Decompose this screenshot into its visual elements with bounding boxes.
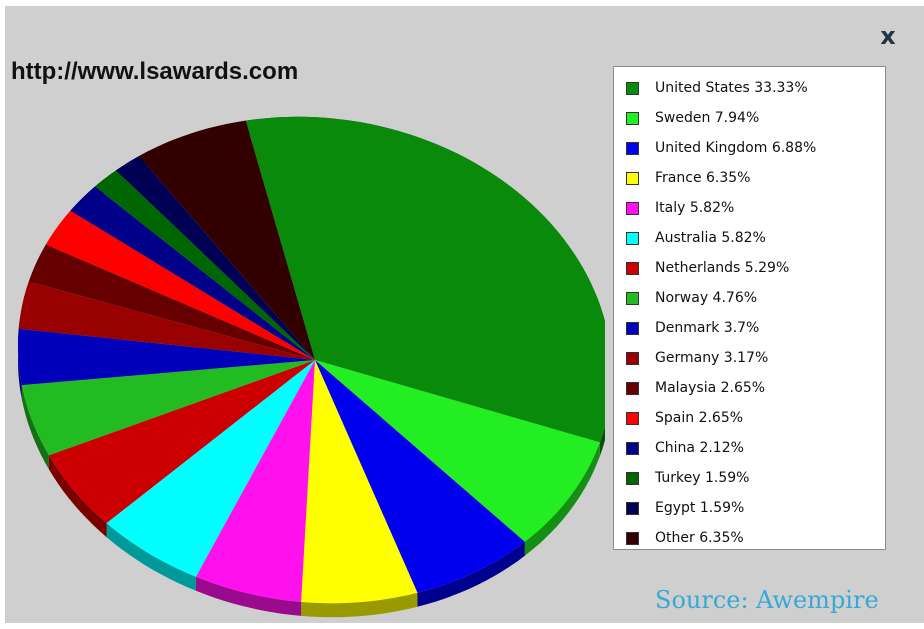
legend-item: Other 6.35% bbox=[614, 523, 885, 553]
pie-slice-netherlands bbox=[48, 360, 316, 524]
legend-item: Malaysia 2.65% bbox=[614, 373, 885, 403]
legend-label: Germany 3.17% bbox=[655, 350, 769, 366]
pie-slice-france bbox=[301, 360, 418, 604]
legend-label: Malaysia 2.65% bbox=[655, 380, 766, 396]
legend-swatch bbox=[626, 171, 639, 185]
legend-item: United Kingdom 6.88% bbox=[614, 133, 885, 163]
legend-swatch bbox=[626, 261, 639, 275]
legend-item: Denmark 3.7% bbox=[614, 313, 885, 343]
legend-swatch bbox=[626, 231, 639, 245]
legend-label: Denmark 3.7% bbox=[655, 320, 760, 336]
legend-swatch bbox=[626, 471, 639, 485]
source-text: Source: Awempire bbox=[655, 586, 879, 614]
pie-chart bbox=[18, 116, 605, 618]
pie-slice-united-kingdom bbox=[315, 360, 525, 593]
pie-slice-china bbox=[70, 186, 316, 360]
pie-slice-united-states bbox=[245, 116, 605, 443]
pie-slice-side-netherlands bbox=[48, 455, 107, 538]
legend-swatch bbox=[626, 81, 639, 95]
legend-item: Norway 4.76% bbox=[614, 283, 885, 313]
pie-slice-side-france bbox=[301, 592, 418, 618]
pie-slice-side-norway bbox=[21, 385, 49, 470]
pie-slice-side-sweden bbox=[524, 442, 600, 556]
legend-label: Netherlands 5.29% bbox=[655, 260, 790, 276]
legend-item: Turkey 1.59% bbox=[614, 463, 885, 493]
pie-slice-germany bbox=[18, 281, 315, 360]
legend-swatch bbox=[626, 111, 639, 125]
legend-swatch bbox=[626, 531, 639, 545]
legend-label: Other 6.35% bbox=[655, 530, 744, 546]
legend-swatch bbox=[626, 381, 639, 395]
legend-label: United States 33.33% bbox=[655, 80, 808, 96]
legend-item: United States 33.33% bbox=[614, 73, 885, 103]
chart-panel: x http://www.lsawards.com United States … bbox=[5, 6, 924, 623]
legend-label: Egypt 1.59% bbox=[655, 500, 745, 516]
pie-slice-australia bbox=[106, 360, 315, 577]
pie-slice-italy bbox=[195, 360, 315, 602]
legend-swatch bbox=[626, 441, 639, 455]
close-button[interactable]: x bbox=[880, 22, 896, 50]
legend-label: China 2.12% bbox=[655, 440, 744, 456]
legend-label: France 6.35% bbox=[655, 170, 751, 186]
pie-slice-denmark bbox=[18, 328, 315, 386]
pie-slice-spain bbox=[45, 210, 316, 360]
legend-item: Italy 5.82% bbox=[614, 193, 885, 223]
legend-swatch bbox=[626, 411, 639, 425]
legend-label: Norway 4.76% bbox=[655, 290, 758, 306]
pie-slice-egypt bbox=[116, 156, 315, 360]
pie-slice-norway bbox=[21, 360, 316, 456]
pie-slice-other bbox=[139, 120, 315, 360]
legend-label: United Kingdom 6.88% bbox=[655, 140, 817, 156]
legend-swatch bbox=[626, 321, 639, 335]
legend-swatch bbox=[626, 141, 639, 155]
pie-slice-sweden bbox=[315, 360, 600, 542]
legend-label: Turkey 1.59% bbox=[655, 470, 750, 486]
legend-item: Germany 3.17% bbox=[614, 343, 885, 373]
legend-item: Egypt 1.59% bbox=[614, 493, 885, 523]
legend-label: Italy 5.82% bbox=[655, 200, 735, 216]
legend-item: France 6.35% bbox=[614, 163, 885, 193]
legend-label: Sweden 7.94% bbox=[655, 110, 760, 126]
pie-slice-turkey bbox=[95, 170, 315, 360]
pie-slice-side-denmark bbox=[18, 328, 22, 400]
legend-swatch bbox=[626, 501, 639, 515]
legend-item: Spain 2.65% bbox=[614, 403, 885, 433]
pie-slice-malaysia bbox=[28, 244, 316, 360]
legend-item: Sweden 7.94% bbox=[614, 103, 885, 133]
chart-legend: United States 33.33% Sweden 7.94% United K… bbox=[613, 66, 886, 550]
legend-item: Netherlands 5.29% bbox=[614, 253, 885, 283]
pie-slice-side-united-kingdom bbox=[417, 541, 525, 607]
site-url-text: http://www.lsawards.com bbox=[11, 58, 299, 85]
legend-item: Australia 5.82% bbox=[614, 223, 885, 253]
legend-item: China 2.12% bbox=[614, 433, 885, 463]
legend-swatch bbox=[626, 291, 639, 305]
legend-swatch bbox=[626, 351, 639, 365]
legend-swatch bbox=[626, 201, 639, 215]
pie-slice-side-italy bbox=[195, 576, 302, 616]
pie-slice-side-australia bbox=[106, 523, 196, 591]
legend-label: Australia 5.82% bbox=[655, 230, 766, 246]
legend-label: Spain 2.65% bbox=[655, 410, 744, 426]
